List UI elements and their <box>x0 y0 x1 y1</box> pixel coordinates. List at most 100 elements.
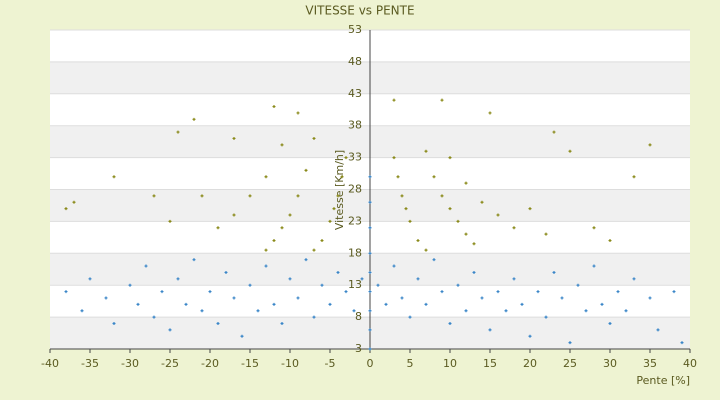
data-point <box>440 194 444 198</box>
data-point <box>264 248 268 252</box>
data-point <box>608 239 612 243</box>
data-point <box>432 258 436 262</box>
data-point <box>368 200 372 204</box>
data-point <box>552 270 556 274</box>
data-point <box>456 283 460 287</box>
data-point <box>440 98 444 102</box>
data-point <box>400 296 404 300</box>
data-point <box>232 136 236 140</box>
data-point <box>200 194 204 198</box>
data-point <box>152 315 156 319</box>
data-point <box>240 334 244 338</box>
data-point <box>488 111 492 115</box>
data-point <box>136 302 140 306</box>
data-point <box>520 302 524 306</box>
data-point <box>568 149 572 153</box>
data-point <box>340 175 344 179</box>
data-point <box>672 290 676 294</box>
data-point <box>344 156 348 160</box>
data-point <box>88 277 92 281</box>
y-tick-label: 33 <box>348 151 362 164</box>
data-point <box>448 321 452 325</box>
data-point <box>648 296 652 300</box>
data-point <box>392 264 396 268</box>
data-point <box>232 296 236 300</box>
data-point <box>304 258 308 262</box>
data-point <box>600 302 604 306</box>
data-point <box>320 283 324 287</box>
data-point <box>296 111 300 115</box>
data-point <box>368 270 372 274</box>
data-point <box>280 143 284 147</box>
data-point <box>480 200 484 204</box>
x-tick-label: -5 <box>325 357 336 370</box>
data-point <box>488 328 492 332</box>
data-point <box>160 290 164 294</box>
data-point <box>496 213 500 217</box>
data-point <box>320 239 324 243</box>
data-point <box>504 309 508 313</box>
data-point <box>208 290 212 294</box>
x-tick-label: -35 <box>81 357 99 370</box>
y-tick-label: 48 <box>348 55 362 68</box>
data-point <box>248 283 252 287</box>
data-point <box>264 175 268 179</box>
data-point <box>368 175 372 179</box>
data-point <box>584 309 588 313</box>
data-point <box>128 283 132 287</box>
data-point <box>328 219 332 223</box>
data-point <box>576 283 580 287</box>
data-point <box>104 296 108 300</box>
data-point <box>632 277 636 281</box>
x-tick-label: -10 <box>281 357 299 370</box>
data-point <box>112 175 116 179</box>
y-tick-label: 43 <box>348 87 362 100</box>
y-tick-label: 3 <box>355 342 362 355</box>
data-point <box>656 328 660 332</box>
data-point <box>544 232 548 236</box>
data-point <box>256 309 260 313</box>
data-point <box>408 315 412 319</box>
data-point <box>480 296 484 300</box>
data-point <box>112 321 116 325</box>
data-point <box>176 130 180 134</box>
data-point <box>448 207 452 211</box>
y-axis-label: Vitesse [Km/h] <box>333 150 346 230</box>
data-point <box>632 175 636 179</box>
x-tick-label: -25 <box>161 357 179 370</box>
x-tick-label: -20 <box>201 357 219 370</box>
data-point <box>552 130 556 134</box>
x-tick-label: -40 <box>41 357 59 370</box>
data-point <box>288 277 292 281</box>
x-tick-label: 30 <box>603 357 617 370</box>
data-point <box>472 270 476 274</box>
data-point <box>464 232 468 236</box>
data-point <box>80 309 84 313</box>
data-point <box>408 219 412 223</box>
data-point <box>312 136 316 140</box>
data-point <box>416 277 420 281</box>
data-point <box>368 251 372 255</box>
data-point <box>616 290 620 294</box>
data-point <box>592 264 596 268</box>
data-point <box>440 290 444 294</box>
data-point <box>248 194 252 198</box>
data-point <box>424 302 428 306</box>
data-point <box>512 277 516 281</box>
data-point <box>216 226 220 230</box>
data-point <box>432 175 436 179</box>
data-point <box>448 156 452 160</box>
data-point <box>560 296 564 300</box>
data-point <box>472 242 476 246</box>
data-point <box>296 194 300 198</box>
data-point <box>144 264 148 268</box>
data-point <box>528 334 532 338</box>
data-point <box>232 213 236 217</box>
x-tick-label: -30 <box>121 357 139 370</box>
y-tick-label: 23 <box>348 214 362 227</box>
data-point <box>544 315 548 319</box>
data-point <box>280 226 284 230</box>
data-point <box>312 315 316 319</box>
data-point <box>296 296 300 300</box>
